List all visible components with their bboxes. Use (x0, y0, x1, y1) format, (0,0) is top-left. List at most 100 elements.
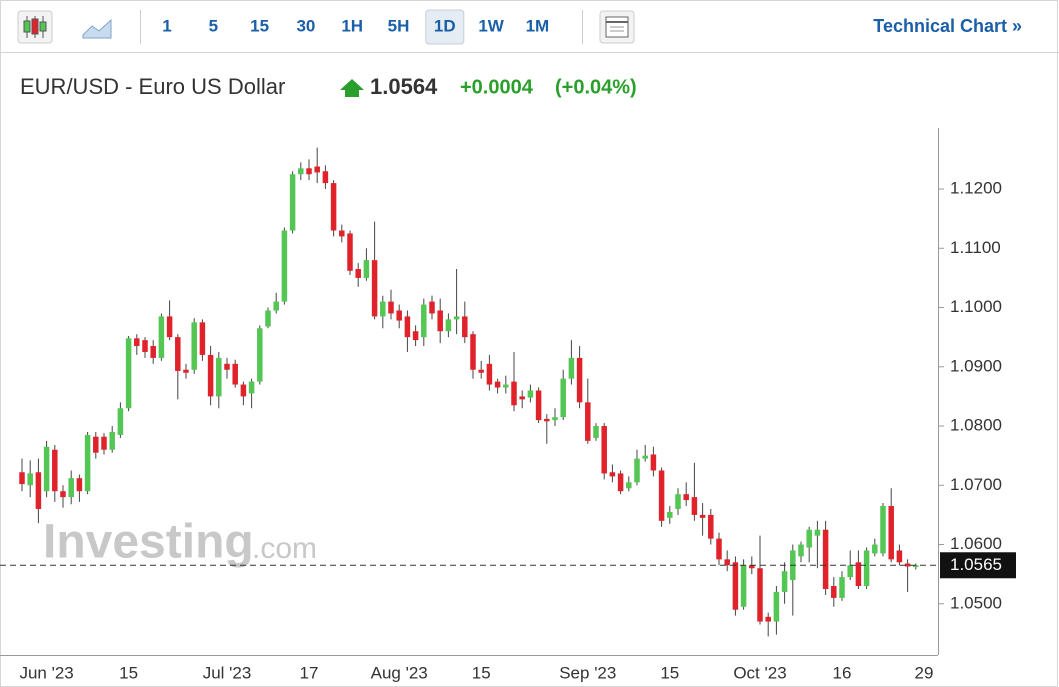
candle-body (601, 426, 607, 474)
interval-button[interactable]: 5 (209, 16, 218, 35)
candle-body (773, 591, 780, 622)
candle-body (847, 565, 853, 578)
candle-body (35, 472, 42, 509)
candle-body (708, 514, 714, 539)
candle-body (68, 478, 74, 498)
interval-button[interactable]: 15 (250, 16, 269, 35)
candle-body (371, 260, 378, 317)
candle-body (240, 384, 247, 397)
candle-body (757, 568, 763, 622)
active-interval-bg (425, 9, 465, 45)
x-tick-label: 15 (119, 663, 138, 682)
candle-body (347, 233, 353, 271)
candle-body (609, 472, 616, 477)
interval-button[interactable]: 1H (341, 16, 363, 35)
candle-body (585, 402, 591, 441)
last-price-label: 1.0565 (950, 555, 1002, 574)
y-tick-label: 1.1100 (950, 238, 1001, 257)
candle-body (494, 381, 501, 388)
watermark-brand: Investing (43, 516, 254, 569)
interval-button[interactable]: 1W (478, 16, 504, 35)
candle-body (806, 529, 812, 548)
candle-body (52, 449, 58, 492)
candle-body (904, 563, 911, 567)
candle-body (781, 571, 788, 592)
candle-body (462, 316, 468, 338)
candle-body (503, 384, 509, 388)
x-tick-label: Sep '23 (559, 663, 616, 682)
candle-body (257, 328, 263, 382)
candle-body (158, 316, 165, 358)
candle-body (117, 408, 124, 435)
candle-body (273, 301, 279, 311)
candle-body (76, 478, 83, 492)
candle-body (560, 378, 566, 418)
instrument-title: EUR/USD - Euro US Dollar (20, 74, 285, 99)
candle-body (699, 514, 706, 518)
x-tick-label: 16 (833, 663, 852, 682)
candle-body (93, 436, 99, 453)
interval-button[interactable]: 1 (162, 16, 171, 35)
icon (39, 21, 47, 32)
interval-button[interactable]: 1D (434, 16, 456, 35)
candle-body (896, 550, 903, 563)
candle-body (486, 363, 493, 385)
candle-body (576, 357, 583, 403)
candle-body (125, 338, 132, 409)
x-tick-label: 15 (660, 663, 679, 682)
candle-body (478, 369, 484, 373)
candle-body (84, 434, 91, 492)
candle-body (642, 455, 648, 459)
x-tick-label: Aug '23 (371, 663, 428, 682)
candle-body (404, 316, 411, 338)
candle-body (691, 497, 698, 515)
candle-body (568, 357, 575, 379)
candle-body (380, 301, 386, 317)
candle-body (765, 616, 771, 622)
candle-body (216, 357, 222, 397)
candle-body (412, 331, 419, 341)
y-tick-label: 1.1000 (950, 297, 1002, 316)
line-type-button[interactable] (82, 18, 112, 39)
candle-body (855, 562, 862, 587)
interval-button[interactable]: 1M (526, 16, 550, 35)
candle-body (822, 529, 829, 589)
candle-body (207, 354, 214, 397)
candle-body (913, 565, 919, 568)
candle-body (355, 269, 361, 278)
candle-body (248, 381, 255, 394)
candle-body (511, 381, 517, 406)
price-change: +0.0004 (460, 76, 534, 98)
candle-body (724, 559, 730, 566)
candle-body (60, 491, 66, 498)
candle-body (683, 494, 689, 501)
candle-body (872, 544, 878, 554)
watermark-suffix: .com (252, 532, 317, 565)
candle-body (289, 174, 296, 231)
y-tick-label: 1.0500 (950, 593, 1002, 612)
candle-body (134, 338, 140, 347)
y-tick-label: 1.0600 (950, 534, 1002, 553)
y-tick-label: 1.1200 (950, 179, 1002, 198)
candle-body (101, 436, 107, 450)
candle-body (306, 168, 312, 175)
x-tick-label: Oct '23 (733, 663, 786, 682)
candle-body (339, 230, 345, 237)
interval-button[interactable]: 5H (388, 16, 410, 35)
price-change-percent: (+0.04%) (555, 76, 637, 98)
candle-body (183, 369, 189, 373)
technical-chart-link[interactable]: Technical Chart » (873, 16, 1022, 36)
candle-body (388, 301, 394, 314)
candle-body (27, 473, 33, 486)
candle-body (109, 431, 115, 450)
candle-type-button[interactable] (17, 10, 53, 44)
candle-body (839, 577, 845, 598)
candle-body (732, 562, 739, 610)
table-button[interactable] (599, 10, 635, 44)
candle-body (740, 565, 747, 607)
x-tick-label: 17 (300, 663, 319, 682)
candle-body (43, 446, 50, 492)
candle-body (142, 340, 148, 352)
interval-button[interactable]: 30 (296, 16, 315, 35)
